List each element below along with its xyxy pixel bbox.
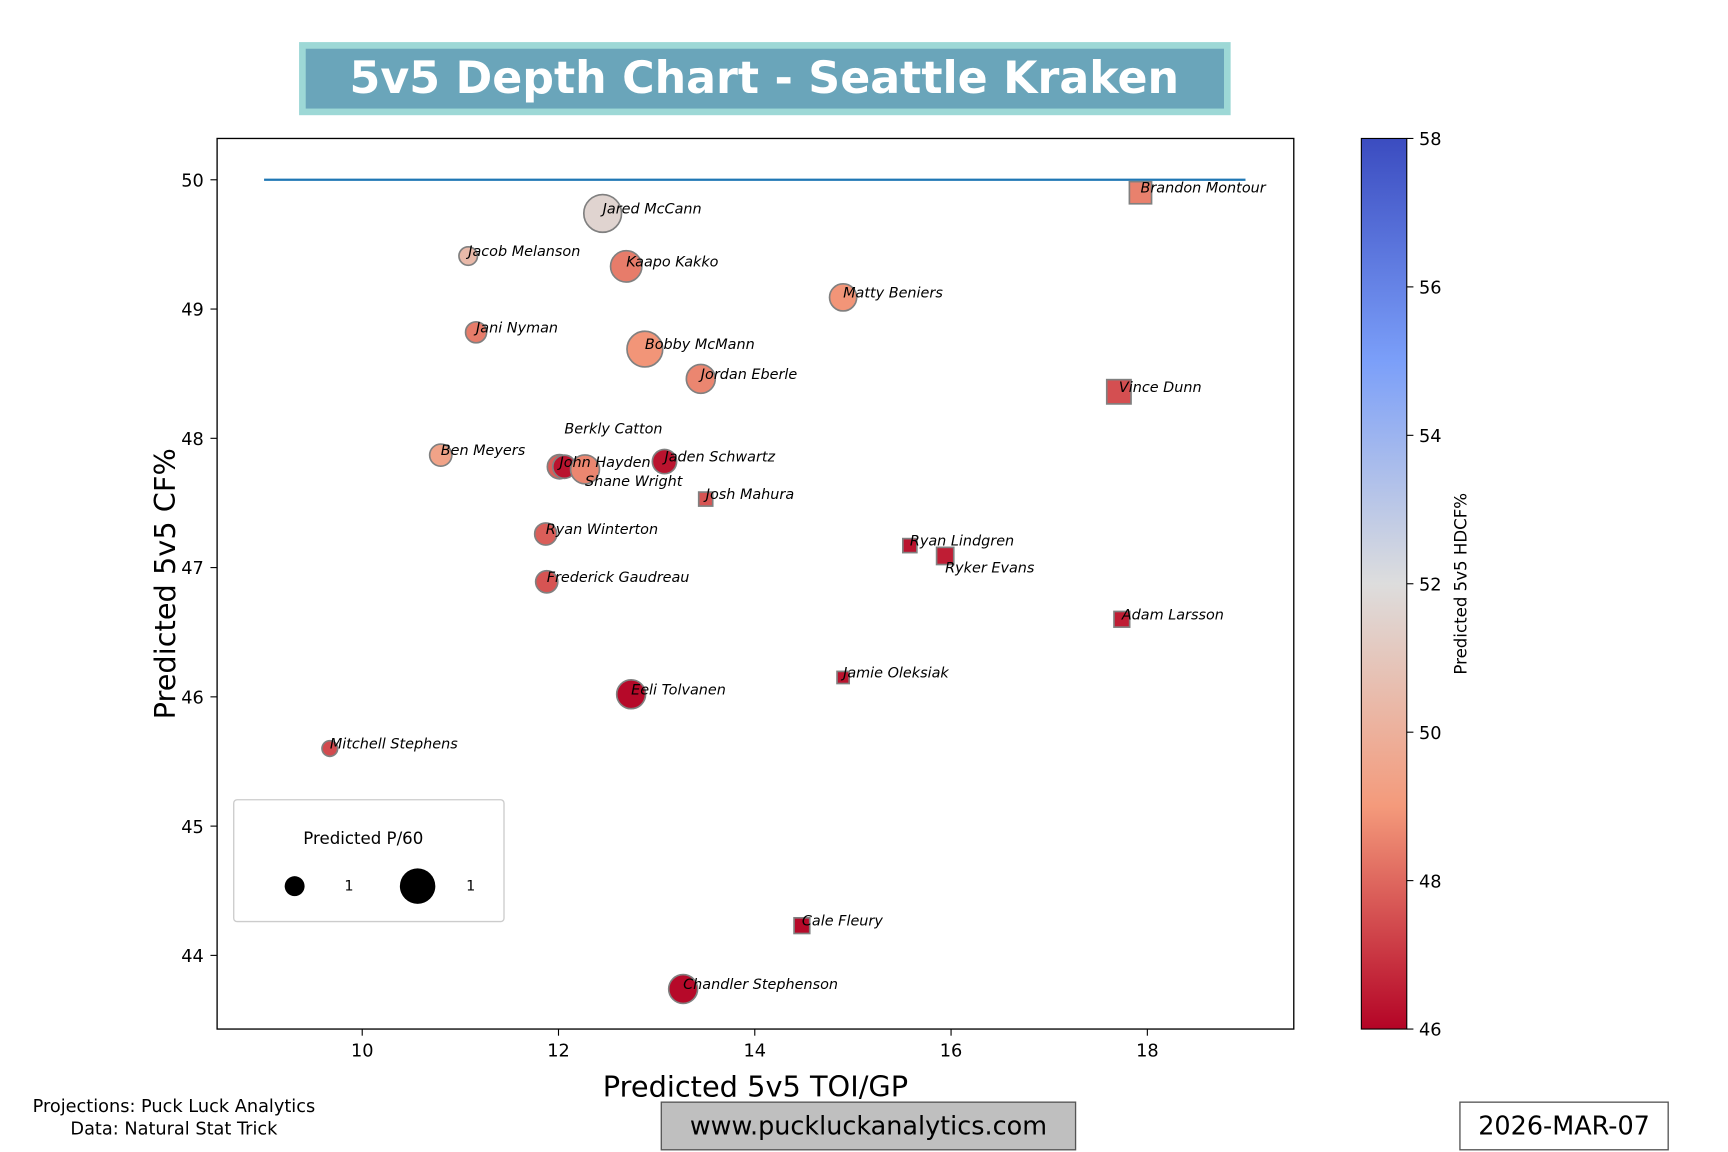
size-legend: Predicted P/60 1 1 xyxy=(233,799,505,923)
point-label: Chandler Stephenson xyxy=(683,977,838,993)
chart-title-box: 5v5 Depth Chart - Seattle Kraken xyxy=(299,42,1231,116)
forward-point xyxy=(464,320,488,344)
forward-point xyxy=(685,363,717,395)
website-link[interactable]: www.puckluckanalytics.com xyxy=(690,1111,1047,1141)
forward-point xyxy=(582,193,623,234)
defense-point xyxy=(902,537,918,554)
y-tick-label: 49 xyxy=(181,301,204,321)
colorbar: 46 48 50 52 54 56 58 Predicted 5v5 HDCF% xyxy=(1360,130,1471,1041)
title-background xyxy=(299,42,1231,116)
point-label: Mitchell Stephens xyxy=(330,737,458,753)
y-tick-label: 44 xyxy=(181,947,204,967)
x-tick-label: 10 xyxy=(351,1042,374,1062)
website-box[interactable]: www.puckluckanalytics.com xyxy=(660,1101,1077,1151)
point-label: John Hayden xyxy=(556,455,650,471)
forward-point xyxy=(569,454,601,485)
point-label: Matty Beniers xyxy=(843,285,943,301)
point-label: Ryan Winterton xyxy=(546,522,658,538)
date-label: 2026-MAR-07 xyxy=(1478,1111,1650,1141)
y-tick-label: 47 xyxy=(181,559,204,579)
point-label: Jared McCann xyxy=(600,201,702,217)
forward-point xyxy=(615,678,647,710)
footer-projections: Projections: Puck Luck Analytics xyxy=(33,1097,316,1117)
defense-point xyxy=(697,491,714,507)
colorbar-gradient xyxy=(1360,137,1408,1030)
defense-point xyxy=(935,546,955,566)
legend-frame xyxy=(233,799,505,923)
forward-point xyxy=(667,973,699,1005)
date-box: 2026-MAR-07 xyxy=(1459,1101,1669,1151)
legend-small-marker xyxy=(284,876,305,897)
legend-large-label: 1 xyxy=(466,879,475,895)
point-labels: Jared McCann Jacob Melanson Kaapo Kakko Mat… xyxy=(330,181,1267,993)
footer-data-source: Data: Natural Stat Trick xyxy=(70,1119,278,1139)
defense-point xyxy=(1113,610,1131,628)
x-tick-label: 16 xyxy=(940,1042,963,1062)
point-label: Cale Fleury xyxy=(802,914,883,930)
colorbar-label: Predicted 5v5 HDCF% xyxy=(1452,493,1471,675)
forward-point xyxy=(533,522,558,546)
y-tick-label: 45 xyxy=(181,818,204,838)
point-label: Jani Nyman xyxy=(473,320,558,336)
point-label: Bobby McMann xyxy=(645,337,755,353)
x-ticks: 10 12 14 16 18 xyxy=(351,1029,1159,1062)
x-tick-label: 18 xyxy=(1136,1042,1159,1062)
point-label: Jordan Eberle xyxy=(698,367,798,383)
point-label: Ryker Evans xyxy=(945,561,1035,577)
colorbar-tick-label: 46 xyxy=(1419,1021,1442,1041)
colorbar-tick-label: 58 xyxy=(1419,130,1442,150)
y-tick-label: 46 xyxy=(181,688,204,708)
point-label: Vince Dunn xyxy=(1119,380,1202,396)
x-axis-label: Predicted 5v5 TOI/GP xyxy=(603,1070,908,1104)
colorbar-tick-label: 56 xyxy=(1419,279,1442,299)
website-background xyxy=(660,1101,1077,1151)
forward-point xyxy=(609,249,643,283)
defense-point xyxy=(836,670,851,685)
point-label: Jamie Oleksiak xyxy=(840,665,949,681)
legend-small-label: 1 xyxy=(344,879,353,895)
y-tick-label: 50 xyxy=(181,171,204,191)
colorbar-tick-label: 48 xyxy=(1419,872,1442,892)
forward-point xyxy=(626,330,664,368)
point-label: Shane Wright xyxy=(585,474,684,490)
y-ticks: 44 45 46 47 48 49 50 xyxy=(181,171,218,967)
point-label: Ben Meyers xyxy=(441,443,526,459)
defense-point xyxy=(793,916,811,935)
colorbar-tick-label: 50 xyxy=(1419,724,1442,744)
point-label: Frederick Gaudreau xyxy=(547,570,690,586)
forward-point xyxy=(428,443,453,468)
date-background xyxy=(1459,1101,1669,1151)
legend-large-marker xyxy=(399,868,436,904)
forward-point xyxy=(458,245,479,267)
point-label: Adam Larsson xyxy=(1121,607,1224,623)
x-tick-label: 12 xyxy=(547,1042,570,1062)
point-label: Berkly Catton xyxy=(564,422,662,438)
point-label: Ryan Lindgren xyxy=(910,534,1014,550)
chart-title: 5v5 Depth Chart - Seattle Kraken xyxy=(350,53,1180,104)
forward-point xyxy=(828,283,858,312)
colorbar-tick-label: 52 xyxy=(1419,575,1442,595)
point-label: Brandon Montour xyxy=(1140,181,1266,197)
defense-point xyxy=(1105,378,1132,405)
forward-point xyxy=(534,569,559,594)
y-axis-label: Predicted 5v5 CF% xyxy=(148,448,182,719)
colorbar-tick-label: 54 xyxy=(1419,427,1442,447)
colorbar-ticks: 46 48 50 52 54 56 58 xyxy=(1406,130,1442,1041)
point-label: Eeli Tolvanen xyxy=(631,682,726,698)
x-tick-label: 14 xyxy=(744,1042,767,1062)
data-points xyxy=(321,180,1153,1005)
point-label: Kaapo Kakko xyxy=(626,254,718,270)
defense-point xyxy=(1128,180,1153,205)
point-label: Josh Mahura xyxy=(703,487,794,503)
forward-point xyxy=(651,448,678,475)
legend-title: Predicted P/60 xyxy=(303,829,423,848)
point-label: Jacob Melanson xyxy=(465,244,580,260)
y-tick-label: 48 xyxy=(181,430,204,450)
axes-frame xyxy=(216,137,1295,1030)
forward-point xyxy=(321,739,339,758)
point-label: Jaden Schwartz xyxy=(661,450,775,466)
